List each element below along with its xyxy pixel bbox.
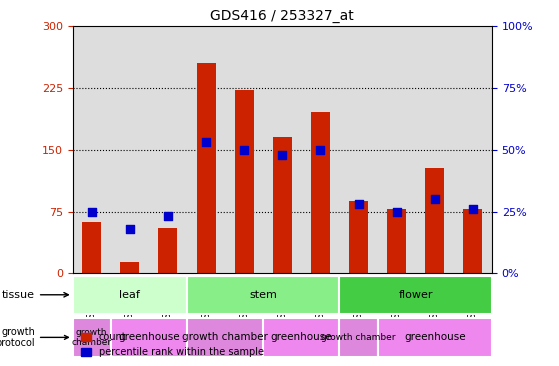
Point (430, 196, 439, 202)
FancyBboxPatch shape (187, 318, 263, 356)
Text: flower: flower (399, 290, 433, 300)
Point (278, 152, 287, 157)
FancyBboxPatch shape (187, 276, 339, 314)
Bar (349, 201, 368, 273)
Point (468, 206, 477, 212)
Text: greenhouse: greenhouse (271, 332, 332, 342)
Title: GDS416 / 253327_at: GDS416 / 253327_at (210, 9, 354, 23)
FancyBboxPatch shape (377, 318, 492, 356)
Point (125, 226, 134, 232)
Bar (158, 228, 178, 273)
Bar (425, 168, 444, 273)
Text: tissue: tissue (2, 290, 68, 300)
FancyBboxPatch shape (263, 318, 339, 356)
Bar (387, 209, 406, 273)
Point (392, 209, 401, 214)
Point (240, 147, 249, 153)
FancyBboxPatch shape (73, 276, 187, 314)
Text: greenhouse: greenhouse (404, 332, 466, 342)
Text: growth chamber: growth chamber (321, 333, 396, 342)
Text: growth
chamber: growth chamber (72, 328, 112, 347)
Text: growth chamber: growth chamber (182, 332, 268, 342)
FancyBboxPatch shape (73, 318, 111, 356)
Text: leaf: leaf (120, 290, 140, 300)
Point (87, 209, 96, 214)
FancyBboxPatch shape (111, 318, 187, 356)
Point (163, 213, 172, 219)
Legend: count, percentile rank within the sample: count, percentile rank within the sample (78, 329, 268, 361)
Text: growth protocol: growth protocol (0, 326, 68, 348)
Bar (235, 90, 254, 273)
Point (316, 147, 325, 153)
Text: greenhouse: greenhouse (118, 332, 179, 342)
Bar (120, 262, 139, 273)
Point (354, 201, 363, 207)
FancyBboxPatch shape (339, 318, 377, 356)
Point (202, 139, 211, 145)
FancyBboxPatch shape (339, 276, 492, 314)
Bar (311, 112, 330, 273)
Bar (197, 63, 216, 273)
Bar (82, 222, 101, 273)
Bar (273, 137, 292, 273)
Bar (463, 209, 482, 273)
Text: stem: stem (249, 290, 277, 300)
